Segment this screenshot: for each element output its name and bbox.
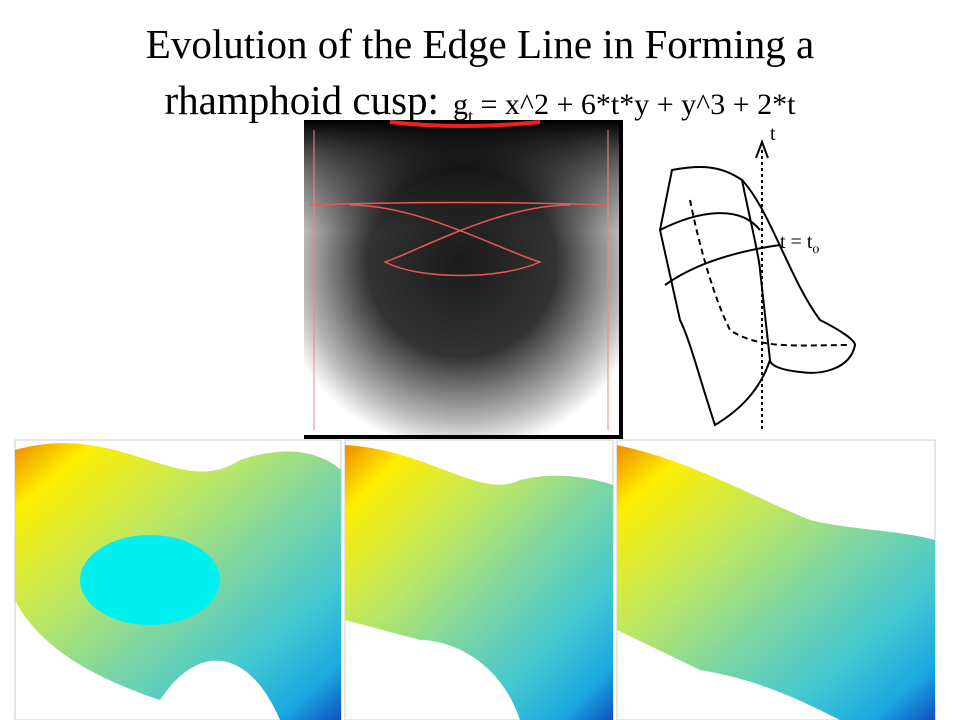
sketch	[658, 139, 857, 430]
title-line1: Evolution of the Edge Line in Forming a	[146, 21, 814, 67]
edge-line	[309, 201, 611, 206]
title-line2: rhamphoid cusp: gt = x^2 + 6*t*y + y^3 +…	[165, 77, 797, 126]
surface-3	[617, 445, 935, 720]
formula-base: g	[453, 88, 468, 121]
image-border	[304, 120, 623, 439]
surface-outline	[658, 166, 772, 427]
surface-1-basin	[80, 535, 220, 625]
level-sub: o	[812, 242, 819, 257]
density-image	[304, 120, 623, 439]
surface-2	[345, 445, 613, 720]
level-text: t = t	[780, 231, 813, 253]
t-arrow	[755, 139, 769, 159]
image-top	[304, 120, 620, 436]
edge-curve	[664, 244, 781, 286]
sketch-axis-label: t	[770, 123, 776, 145]
formula-rest: = x^2 + 6*t*y + y^3 + 2*t	[473, 88, 796, 121]
cusp-loop	[349, 204, 571, 277]
title-text: rhamphoid cusp:	[165, 77, 439, 123]
surface-panels	[14, 439, 936, 720]
sketch-level-label: t = to	[780, 231, 819, 257]
formula-sub: t	[468, 106, 473, 126]
fold-outline	[741, 179, 857, 374]
level-curve	[659, 212, 761, 231]
top-curve	[389, 120, 541, 128]
